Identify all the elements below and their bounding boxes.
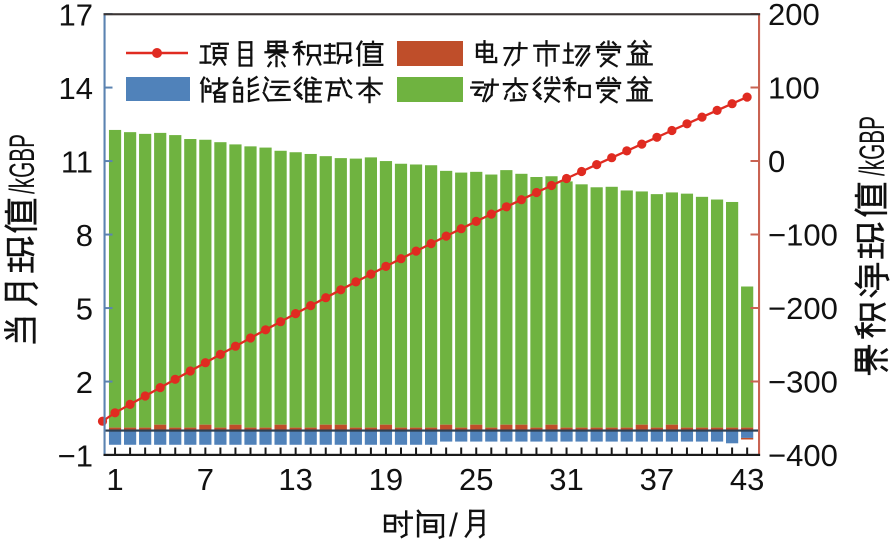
svg-text:14: 14	[59, 71, 93, 106]
svg-text:−1: −1	[58, 438, 93, 473]
svg-text:/kGBP: /kGBP	[3, 134, 42, 194]
svg-text:−200: −200	[768, 291, 838, 326]
svg-text:5: 5	[76, 291, 93, 326]
svg-text:13: 13	[278, 462, 312, 497]
svg-text:100: 100	[768, 71, 820, 106]
svg-text:/kGBP: /kGBP	[853, 116, 892, 176]
svg-text:17: 17	[59, 0, 93, 32]
svg-text:−100: −100	[768, 218, 838, 253]
svg-text:1: 1	[106, 462, 123, 497]
svg-text:8: 8	[76, 218, 93, 253]
svg-text:2: 2	[76, 365, 93, 400]
svg-text:−300: −300	[768, 365, 838, 400]
svg-text:19: 19	[369, 462, 403, 497]
svg-text:0: 0	[768, 144, 785, 179]
svg-text:7: 7	[197, 462, 214, 497]
svg-text:43: 43	[730, 462, 764, 497]
svg-text:37: 37	[640, 462, 674, 497]
svg-text:/: /	[449, 507, 458, 543]
svg-text:25: 25	[459, 462, 493, 497]
svg-text:200: 200	[768, 0, 820, 32]
svg-text:−400: −400	[768, 438, 838, 473]
svg-text:11: 11	[61, 144, 93, 179]
svg-text:31: 31	[549, 462, 583, 497]
